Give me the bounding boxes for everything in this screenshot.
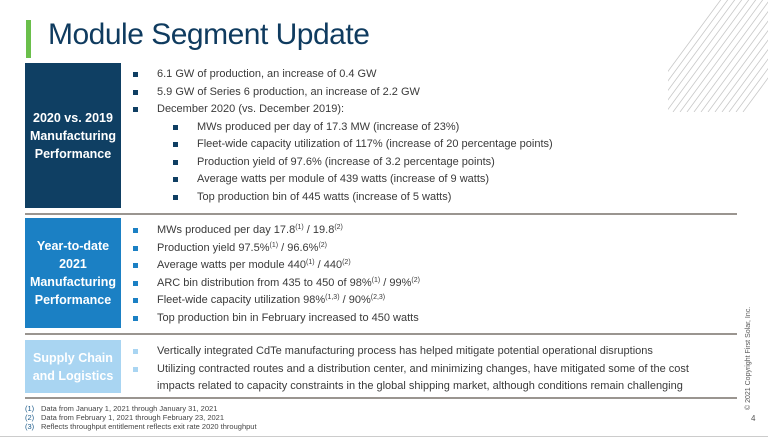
sub-bullet: Average watts per module of 439 watts (i…: [173, 171, 553, 189]
footnote-ref: (2): [342, 259, 351, 266]
label-line: Performance: [34, 293, 112, 307]
copyright: © 2021 Copyright First Solar, Inc.: [745, 306, 752, 410]
footnote-ref: (2): [334, 224, 343, 231]
stripe: [728, 58, 768, 112]
sub-bullet: Production yield of 97.6% (increase of 3…: [173, 154, 553, 172]
label-line: 2021: [59, 257, 87, 271]
section-label-supply-chain: Supply Chain and Logistics: [25, 340, 121, 393]
divider: [25, 397, 737, 399]
sub-bullet: Top production bin of 445 watts (increas…: [173, 189, 553, 207]
bullet-text: / 99%: [380, 276, 412, 289]
page-title: Module Segment Update: [48, 18, 370, 51]
stripe: [700, 20, 768, 112]
bullet: Average watts per module 440(1) / 440(2): [133, 257, 420, 275]
bullet-text: / 90%: [339, 294, 371, 306]
bullet-text: / 96.6%: [278, 241, 319, 254]
bullet: Top production bin in February increased…: [133, 310, 420, 328]
footnote-ref: (2): [411, 276, 420, 284]
bullet-text: ARC bin distribution from 435 to 450 of …: [157, 276, 372, 289]
bullet: MWs produced per day 17.8(1) / 19.8(2): [133, 222, 420, 240]
footnote: (1) Data from January 1, 2021 through Jan…: [25, 404, 218, 413]
footnote: (2) Data from February 1, 2021 through Fe…: [25, 413, 225, 422]
label-line: and Logistics: [32, 368, 114, 383]
stripe: [693, 11, 768, 112]
footnote-ref: (1): [371, 276, 381, 284]
stripe: [672, 0, 757, 112]
stripe: [714, 39, 768, 112]
bullets-2020-vs-2019: 6.1 GW of production, an increase of 0.4…: [133, 66, 553, 206]
label-line: Year-to-date: [36, 239, 110, 253]
label-line: Performance: [34, 146, 112, 161]
bullet-text: Fleet-wide capacity utilization 98%: [157, 294, 326, 306]
divider: [25, 213, 737, 215]
bullet: Fleet-wide capacity utilization 98%(1,3)…: [133, 292, 420, 310]
footnote: (3) Reflects throughput entitlement refle…: [25, 422, 257, 431]
divider: [25, 333, 737, 335]
stripe: [679, 0, 764, 112]
bullet: 5.9 GW of Series 6 production, an increa…: [133, 84, 553, 102]
section-label-2020-vs-2019: 2020 vs. 2019 Manufacturing Performance: [25, 63, 121, 208]
stripe: [735, 67, 768, 112]
footnote-ref: (2): [318, 241, 327, 249]
bullet-text: / 19.8: [303, 224, 335, 236]
decorative-stripes: [668, 0, 768, 112]
stripe: [742, 77, 768, 112]
sub-bullet: Fleet-wide capacity utilization of 117% …: [173, 136, 553, 154]
bullet-text: / 440: [314, 259, 343, 271]
stripe: [707, 29, 768, 112]
bullet: ARC bin distribution from 435 to 450 of …: [133, 275, 420, 293]
bullet: Utilizing contracted routes and a distri…: [133, 361, 723, 396]
bullet-text: Average watts per module 440: [157, 259, 306, 271]
footnotes: (1) Data from January 1, 2021 through Jan…: [25, 404, 257, 431]
label-line: 2020 vs. 2019: [33, 110, 113, 125]
label-line: Supply Chain: [33, 350, 113, 365]
bullet-text: Top production bin in February increased…: [157, 311, 419, 324]
label-line: Manufacturing: [29, 128, 117, 143]
section-label-ytd-2021: Year-to-date 2021 Manufacturing Performa…: [25, 218, 121, 328]
footnote-ref: (1,3): [325, 294, 340, 301]
bullet-text: Production yield 97.5%: [157, 241, 270, 254]
footnote-ref: (1): [295, 224, 304, 231]
stripe: [668, 0, 743, 101]
stripe: [721, 48, 768, 112]
bullet: Production yield 97.5%(1) / 96.6%(2): [133, 240, 420, 258]
footnote-ref: (1): [306, 259, 315, 266]
stripe: [668, 0, 722, 73]
stripe: [668, 0, 736, 91]
bullet: 6.1 GW of production, an increase of 0.4…: [133, 66, 553, 84]
stripe: [668, 0, 750, 110]
bullet: Vertically integrated CdTe manufacturing…: [133, 343, 723, 361]
footnote-ref: (1): [269, 241, 279, 249]
bullets-ytd-2021: MWs produced per day 17.8(1) / 19.8(2) Pr…: [133, 222, 420, 327]
bullet: December 2020 (vs. December 2019):: [133, 101, 553, 119]
footnote-ref: (2,3): [370, 294, 386, 301]
bullet-text: MWs produced per day 17.8: [157, 224, 296, 236]
page-number: 4: [751, 414, 756, 423]
bullets-supply-chain: Vertically integrated CdTe manufacturing…: [133, 343, 723, 396]
stripe: [686, 1, 768, 112]
bottom-border: [0, 436, 768, 437]
sub-bullet: MWs produced per day of 17.3 MW (increas…: [173, 119, 553, 137]
label-line: Manufacturing: [29, 275, 117, 289]
stripe: [668, 0, 729, 82]
title-accent-bar: [26, 20, 31, 58]
